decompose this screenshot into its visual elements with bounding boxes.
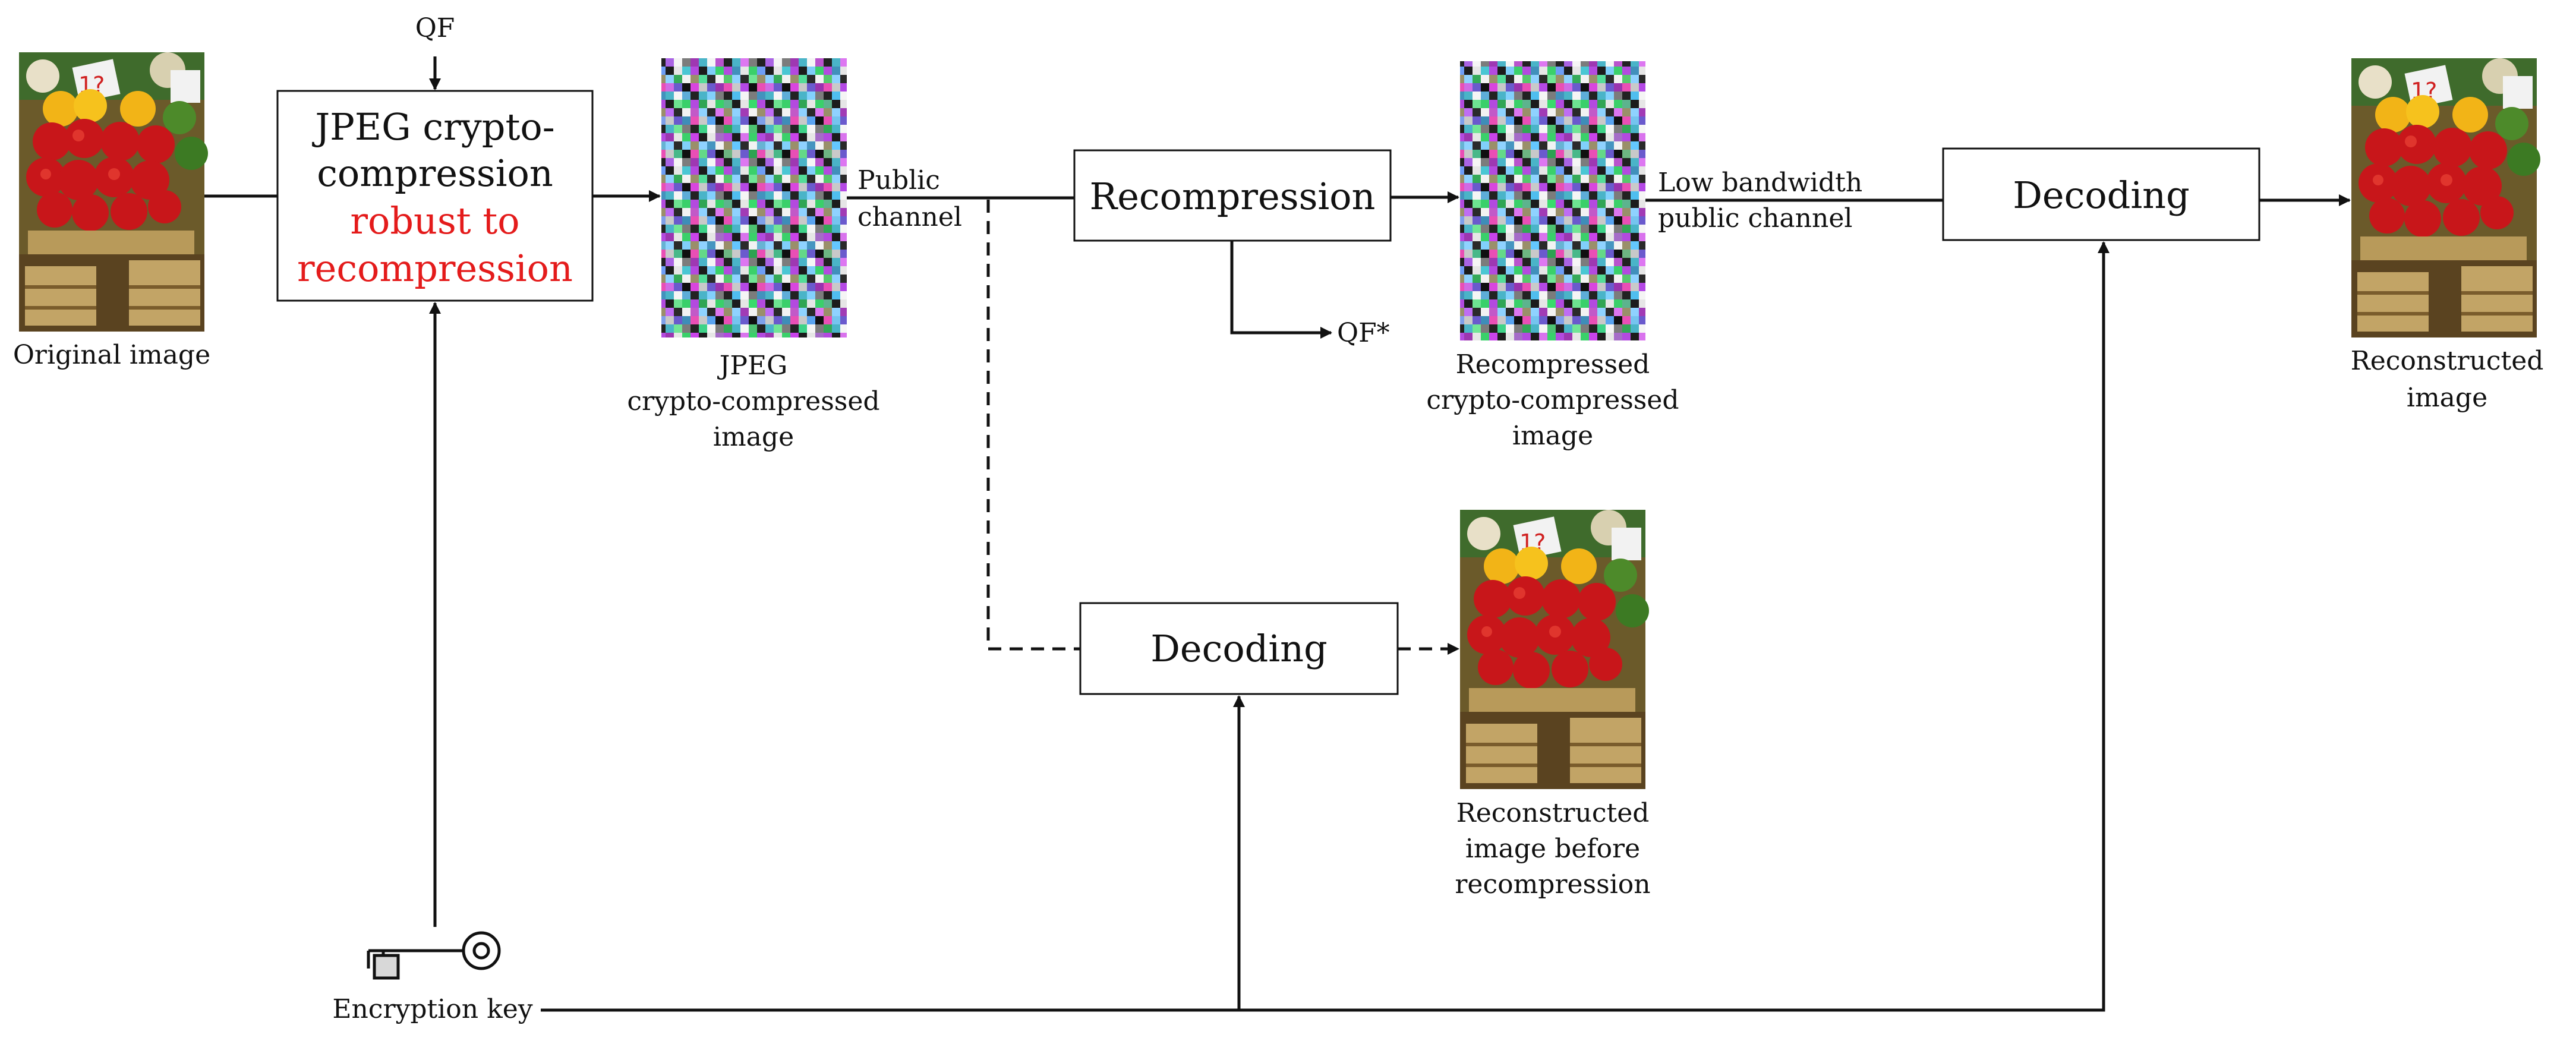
decoding-top-label: Decoding: [2013, 174, 2190, 217]
decoding-mid-box: [1079, 602, 1399, 695]
svg-text:crypto-compressed: crypto-compressed: [1426, 385, 1679, 415]
svg-text:robust to: robust to: [350, 199, 519, 242]
svg-text:image: image: [1512, 421, 1593, 451]
recompressed-image-label: Recompressed crypto-compressed image: [1426, 349, 1679, 451]
original-image-label: Original image: [13, 340, 210, 370]
connector-lines: [204, 56, 2351, 1012]
svg-text:recompression: recompression: [297, 247, 573, 290]
svg-text:image before: image before: [1465, 834, 1640, 864]
svg-text:recompression: recompression: [1455, 869, 1650, 900]
reconstructed-image: [2351, 58, 2540, 337]
svg-text:JPEG: JPEG: [717, 351, 788, 381]
reconstructed-before-image: [1460, 510, 1649, 789]
svg-text:compression: compression: [317, 152, 553, 195]
recompression-label: Recompression: [1090, 175, 1376, 218]
svg-text:image: image: [2407, 383, 2487, 413]
qf-label: QF: [415, 13, 455, 43]
svg-text:Public: Public: [857, 165, 940, 195]
crypto-compression-box: [276, 90, 594, 302]
encryption-key-label: Encryption key: [332, 994, 532, 1024]
svg-text:channel: channel: [857, 202, 962, 232]
svg-text:Reconstructed: Reconstructed: [1456, 798, 1650, 828]
recompression-box: [1073, 149, 1392, 242]
svg-text:public channel: public channel: [1658, 203, 1852, 234]
svg-text:Recompressed: Recompressed: [1456, 349, 1650, 380]
reconstructed-image-label: Reconstructed image: [2351, 346, 2544, 413]
decoding-top-box: [1942, 147, 2260, 241]
svg-text:crypto-compressed: crypto-compressed: [627, 386, 879, 417]
recompressed-crypto-image: [1460, 61, 1645, 340]
crypto-image-label: JPEG crypto-compressed image: [627, 351, 879, 452]
qf-star-label: QF*: [1337, 318, 1390, 348]
crypto-box-label: JPEG crypto- compression robust to recom…: [297, 105, 573, 290]
svg-text:image: image: [713, 422, 794, 452]
key-icon: [367, 931, 501, 980]
crypto-compressed-image: [661, 58, 847, 337]
low-bandwidth-label: Low bandwidth public channel: [1658, 168, 1862, 234]
svg-text:Reconstructed: Reconstructed: [2351, 346, 2544, 376]
public-channel-label: Public channel: [857, 165, 962, 232]
decoding-mid-label: Decoding: [1150, 627, 1328, 670]
svg-text:JPEG crypto-: JPEG crypto-: [311, 105, 554, 149]
svg-text:Low bandwidth: Low bandwidth: [1658, 168, 1862, 198]
original-image: [19, 52, 208, 332]
reconstructed-before-label: Reconstructed image before recompression: [1455, 798, 1650, 900]
